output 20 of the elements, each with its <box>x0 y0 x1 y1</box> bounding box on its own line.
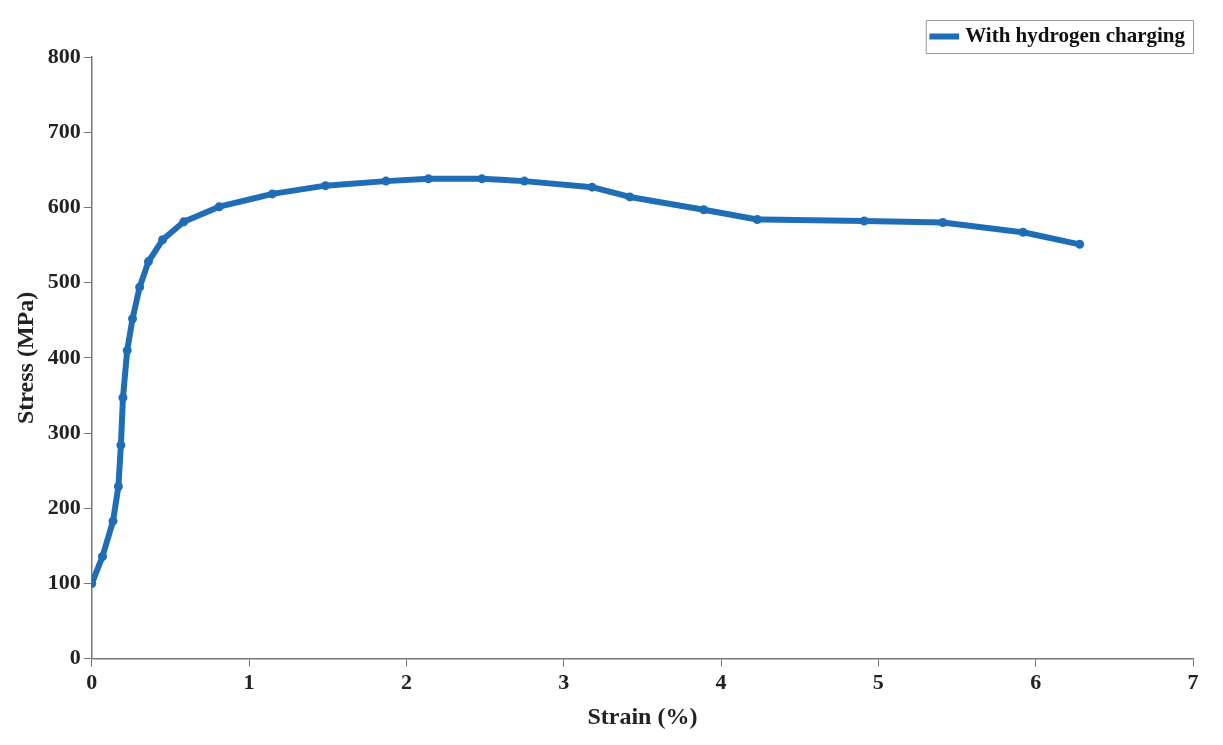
y-tick-label: 400 <box>47 343 81 369</box>
x-tick-label: 6 <box>1030 668 1042 694</box>
legend-label: With hydrogen charging <box>965 22 1186 47</box>
x-axis-title: Strain (%) <box>587 702 698 729</box>
x-tick-label: 1 <box>243 668 255 694</box>
x-tick-label: 5 <box>872 668 884 694</box>
y-tick-label: 800 <box>47 42 81 68</box>
y-tick-label: 100 <box>47 569 81 595</box>
y-axis-title: Stress (MPa) <box>11 291 38 424</box>
y-tick-label: 300 <box>47 418 81 444</box>
x-tick-label: 7 <box>1187 668 1199 694</box>
x-tick-label: 4 <box>715 668 727 694</box>
y-tick-label: 0 <box>69 644 81 670</box>
y-tick-label: 700 <box>47 117 81 143</box>
y-tick-label: 200 <box>47 494 81 520</box>
y-tick-label: 500 <box>47 268 81 294</box>
x-tick-label: 3 <box>558 668 570 694</box>
x-tick-label: 0 <box>86 668 98 694</box>
y-tick-label: 600 <box>47 193 81 219</box>
x-tick-label: 2 <box>400 668 412 694</box>
